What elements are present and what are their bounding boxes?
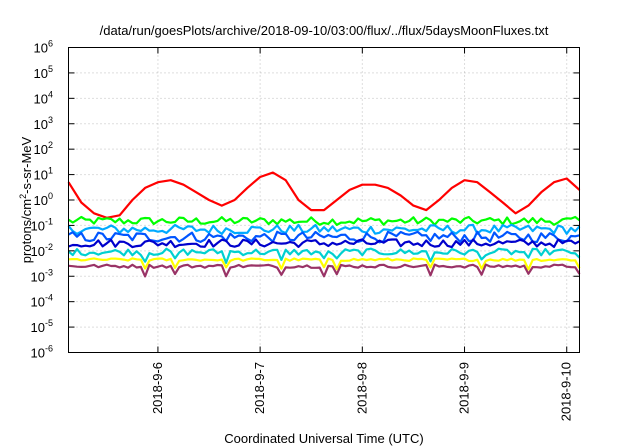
series-line xyxy=(67,230,580,244)
series-line xyxy=(68,263,581,278)
series-line xyxy=(67,171,581,219)
y-tick-label-exp: -1 xyxy=(45,216,53,226)
y-tick-label-exp: -6 xyxy=(45,344,53,354)
y-tick-label-base: 10 xyxy=(31,218,45,233)
series-line xyxy=(68,257,581,271)
x-axis: 2018-9-6 2018-9-7 2018-9-8 2018-9-9 2018-9-1… xyxy=(150,47,574,421)
y-tick-label: 10-3 xyxy=(31,267,53,284)
y-tick-label: 105 xyxy=(34,64,53,81)
y-tick-label-base: 10 xyxy=(34,41,48,56)
y-tick-label-exp: 3 xyxy=(48,115,53,125)
y-axis-label-base: protons/cm xyxy=(19,199,34,263)
y-tick-label: 10-1 xyxy=(31,216,53,233)
y-tick-label-exp: -5 xyxy=(45,318,53,328)
x-tick-label: 2018-9-7 xyxy=(252,362,267,414)
y-tick-label-exp: 4 xyxy=(48,89,53,99)
y-axis-label-sup: 2 xyxy=(18,194,28,199)
y-tick-label-base: 10 xyxy=(31,269,45,284)
series-layer xyxy=(67,171,581,278)
series-line xyxy=(68,238,581,249)
y-tick-label-exp: -2 xyxy=(45,242,53,252)
y-tick-label: 100 xyxy=(34,191,53,208)
series-line xyxy=(67,247,581,264)
y-axis-label: protons/cm2-s-sr-MeV xyxy=(18,136,34,263)
y-tick-label: 10-5 xyxy=(31,318,53,335)
x-tick-label: 2018-9-6 xyxy=(150,362,165,414)
y-tick-label-base: 10 xyxy=(34,117,48,132)
y-tick-label-base: 10 xyxy=(34,168,48,183)
series-line xyxy=(67,223,581,235)
y-tick-label-base: 10 xyxy=(34,142,48,157)
x-tick-label: 2018-9-10 xyxy=(559,362,574,421)
y-tick-label: 10-6 xyxy=(31,344,53,361)
y-tick-label: 101 xyxy=(34,166,53,183)
y-tick-label-exp: 0 xyxy=(48,191,53,201)
x-axis-label: Coordinated Universal Time (UTC) xyxy=(224,431,423,446)
y-tick-label-exp: -4 xyxy=(45,293,53,303)
x-tick-label: 2018-9-8 xyxy=(354,362,369,414)
y-tick-label-base: 10 xyxy=(31,346,45,361)
y-tick-label: 104 xyxy=(34,89,53,106)
y-tick-label-base: 10 xyxy=(31,244,45,259)
y-tick-label-exp: 2 xyxy=(48,140,53,150)
y-tick-label: 103 xyxy=(34,115,53,132)
y-tick-label: 10-4 xyxy=(31,293,53,310)
y-tick-label-base: 10 xyxy=(31,320,45,335)
y-tick-label-exp: 5 xyxy=(48,64,53,74)
series-line xyxy=(67,215,581,226)
y-tick-label: 106 xyxy=(34,39,53,56)
grid xyxy=(68,47,580,353)
chart-title: /data/run/goesPlots/archive/2018-09-10/0… xyxy=(100,23,549,38)
y-tick-label: 102 xyxy=(34,140,53,157)
y-tick-label: 10-2 xyxy=(31,242,53,259)
y-tick-label-base: 10 xyxy=(34,91,48,106)
y-tick-label-base: 10 xyxy=(34,193,48,208)
y-tick-label-exp: -3 xyxy=(45,267,53,277)
y-axis: 10610510410310210110010-110-210-310-410-… xyxy=(31,39,580,361)
y-axis-label-tail: -s-sr-MeV xyxy=(19,136,34,193)
y-tick-label-base: 10 xyxy=(34,66,48,81)
y-tick-label-exp: 6 xyxy=(48,39,53,49)
x-tick-label: 2018-9-9 xyxy=(457,362,472,414)
y-tick-label-exp: 1 xyxy=(48,166,53,176)
y-tick-label-base: 10 xyxy=(31,295,45,310)
